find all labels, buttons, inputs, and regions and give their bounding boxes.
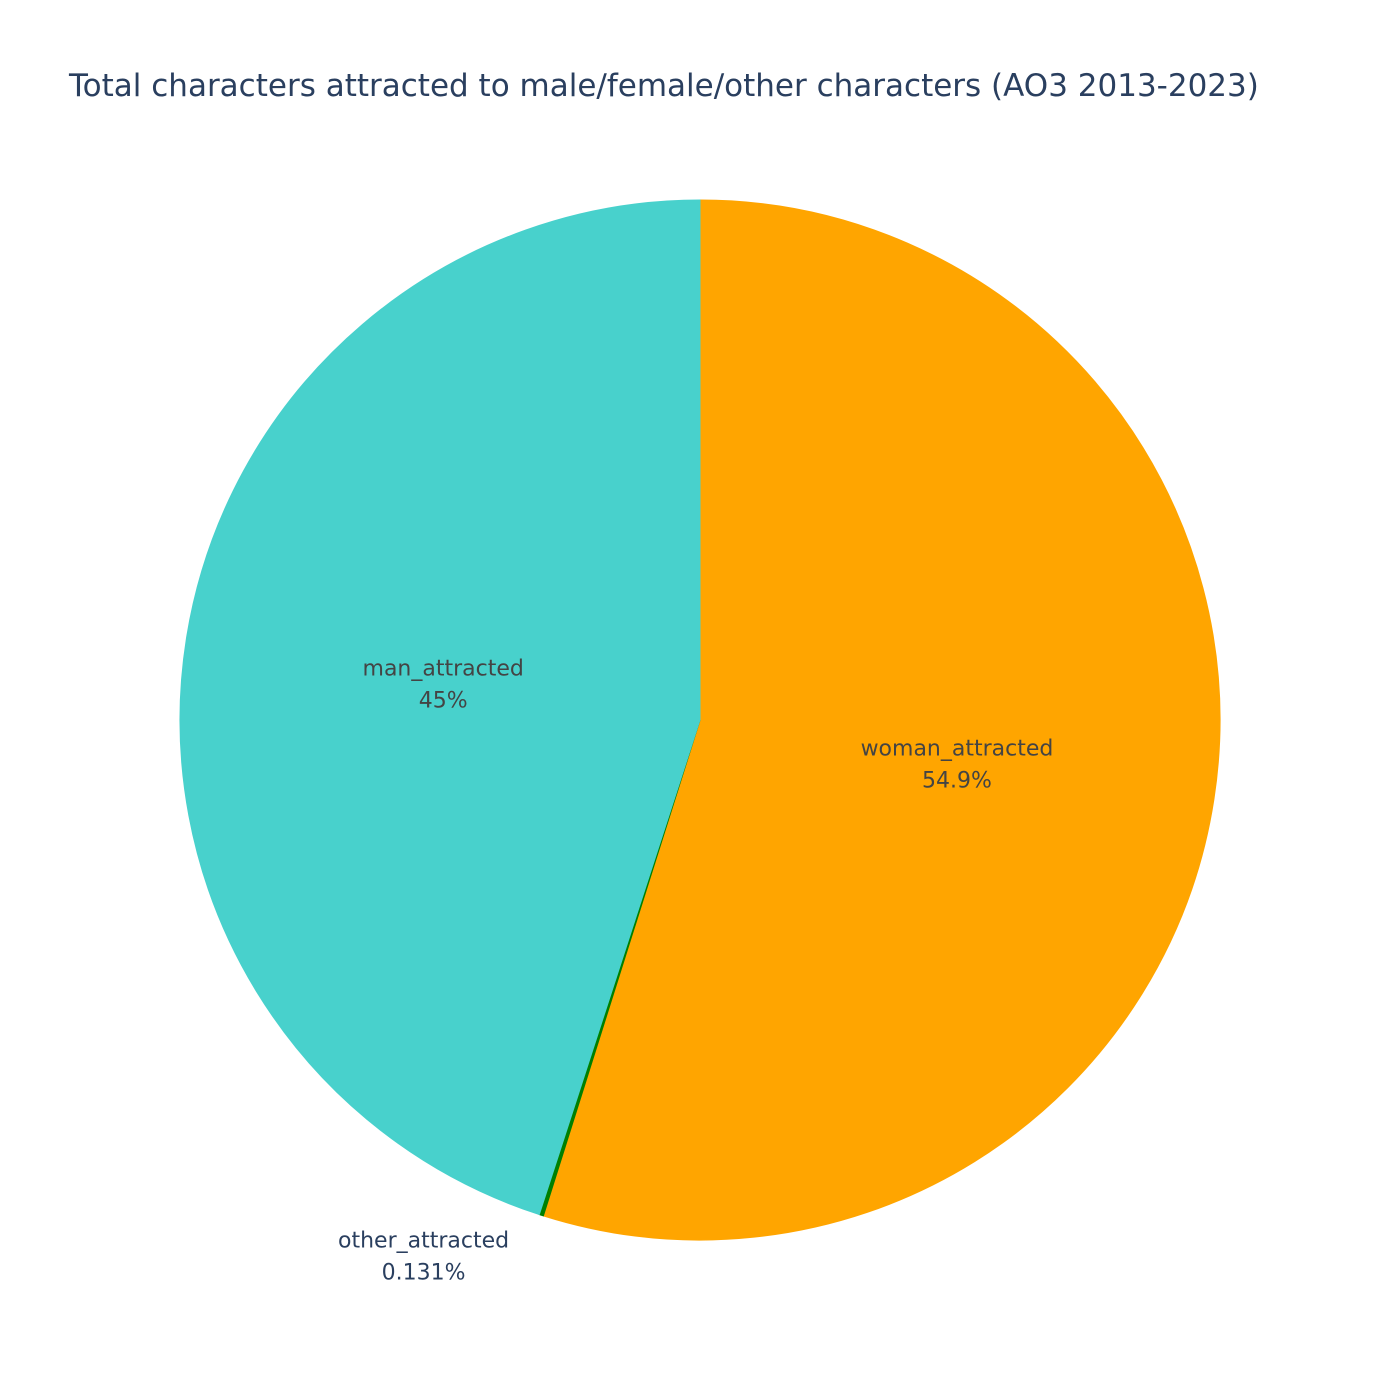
slice-percent-woman-attracted: 54.9%	[922, 769, 992, 794]
slice-percent-other-attracted: 0.131%	[382, 1261, 466, 1286]
pie-slice-man-attracted[interactable]	[179, 199, 701, 1216]
pie-slices	[179, 199, 1221, 1241]
pie-slice-woman-attracted[interactable]	[542, 199, 1221, 1241]
slice-label-woman-attracted: woman_attracted	[861, 737, 1054, 762]
slice-percent-man-attracted: 45%	[419, 688, 468, 713]
slice-label-other-attracted: other_attracted	[338, 1229, 509, 1254]
pie-labels: woman_attracted 54.9% other_attracted 0.131…	[338, 656, 1053, 1285]
slice-label-man-attracted: man_attracted	[363, 656, 524, 681]
chart-title: Total characters attracted to male/femal…	[69, 68, 1259, 104]
